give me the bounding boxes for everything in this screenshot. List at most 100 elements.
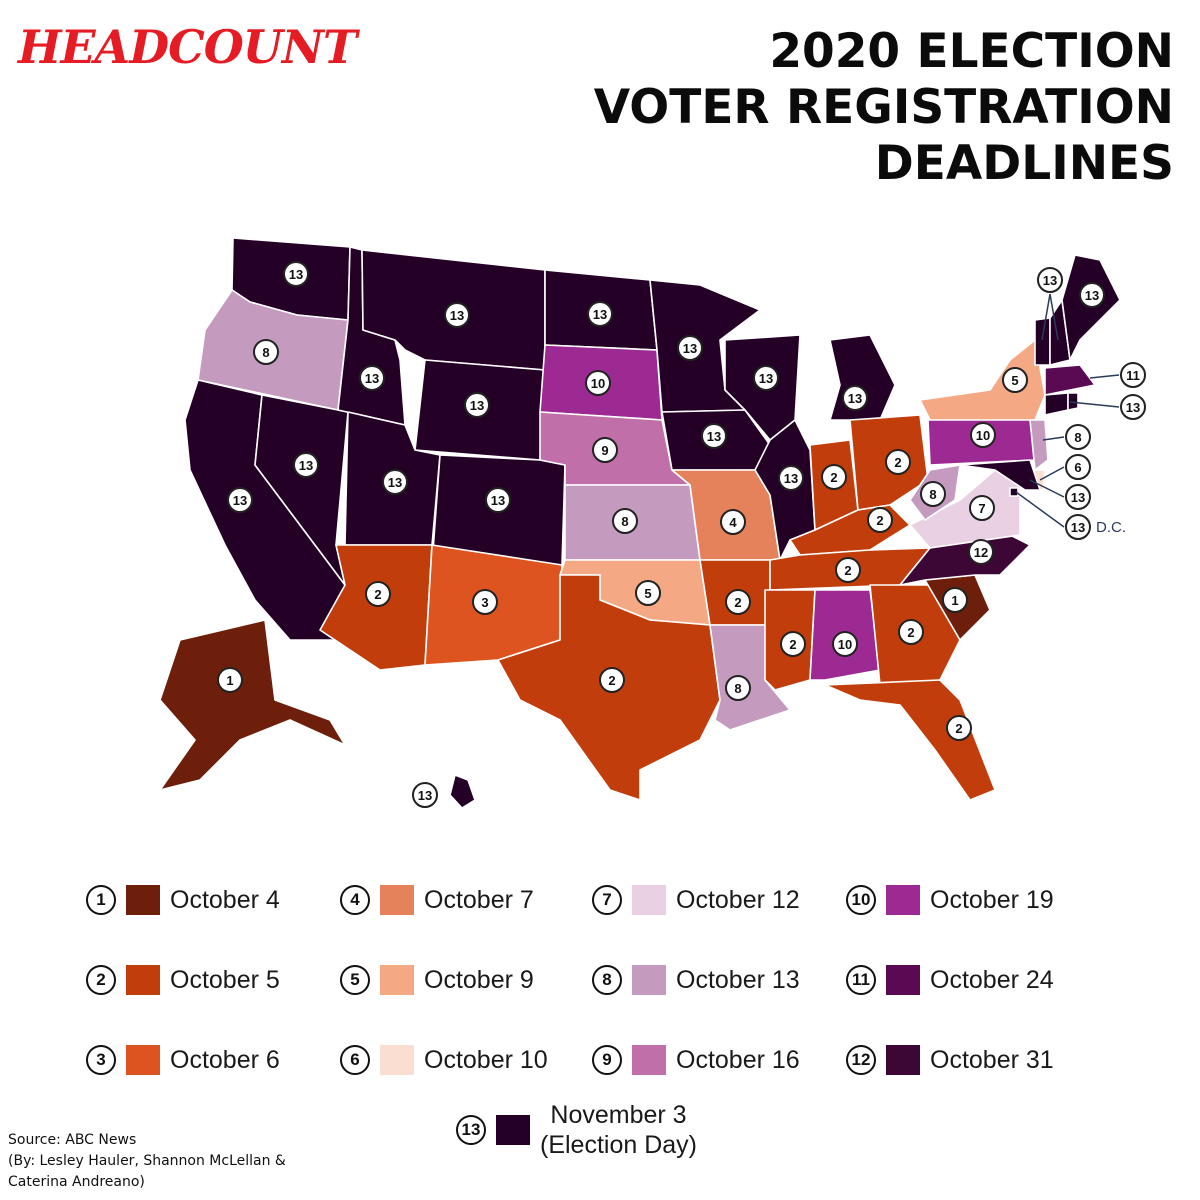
svg-text:8: 8: [1074, 430, 1081, 445]
legend-number: 11: [846, 965, 876, 995]
legend-label: October 12: [676, 885, 800, 914]
marker-az: 2: [365, 581, 391, 607]
connector-ma: [1089, 374, 1120, 379]
marker-wv: 8: [920, 481, 946, 507]
svg-text:13: 13: [233, 493, 247, 508]
svg-text:2: 2: [876, 513, 883, 528]
marker-ms: 2: [780, 631, 806, 657]
svg-text:6: 6: [1074, 460, 1081, 475]
marker-nm: 3: [472, 589, 498, 615]
state-ri: [1067, 392, 1079, 411]
legend-label: October 6: [170, 1045, 280, 1074]
svg-text:5: 5: [1011, 373, 1018, 388]
svg-text:5: 5: [644, 586, 651, 601]
svg-text:2: 2: [907, 625, 914, 640]
svg-text:13: 13: [1126, 400, 1140, 415]
marker-mi: 13: [842, 385, 868, 411]
source-credit: Source: ABC News (By: Lesley Hauler, Sha…: [8, 1130, 286, 1193]
state-ak: [159, 619, 346, 791]
legend-item-2: 2 October 5: [86, 960, 280, 1000]
legend-swatch: [886, 1045, 920, 1075]
marker-nd: 13: [587, 301, 613, 327]
marker-sc: 1: [942, 587, 968, 613]
marker-me: 13: [1079, 282, 1105, 308]
svg-text:13: 13: [707, 429, 721, 444]
state-ny: [919, 339, 1046, 421]
legend-number: 9: [592, 1045, 622, 1075]
legend-number: 1: [86, 885, 116, 915]
marker-mo: 4: [720, 509, 746, 535]
state-md: [959, 459, 1041, 491]
svg-text:4: 4: [729, 515, 737, 530]
legend-swatch: [886, 885, 920, 915]
legend-label: October 13: [676, 965, 800, 994]
dc-label: D.C.: [1096, 519, 1126, 536]
marker-wy: 13: [464, 392, 490, 418]
legend-swatch: [126, 1045, 160, 1075]
headcount-logo: HEADCOUNT: [18, 20, 357, 74]
svg-text:13: 13: [418, 788, 432, 803]
connector-nj: [1042, 436, 1065, 441]
connector-ct: [1069, 401, 1120, 408]
svg-text:8: 8: [734, 681, 741, 696]
svg-text:2: 2: [734, 595, 741, 610]
title-line-3: DEADLINES: [874, 136, 1174, 191]
state-hi: [449, 774, 476, 809]
svg-text:2: 2: [789, 637, 796, 652]
legend-label: October 24: [930, 965, 1054, 994]
legend-label: October 9: [424, 965, 534, 994]
state-vt: [1034, 317, 1051, 366]
legend-number: 12: [846, 1045, 876, 1075]
svg-text:13: 13: [289, 267, 303, 282]
svg-text:2: 2: [894, 455, 901, 470]
legend-item-13: 13 November 3 (Election Day): [456, 1100, 697, 1160]
connector-de: [1039, 466, 1065, 481]
marker-nc: 12: [968, 539, 994, 565]
svg-text:10: 10: [976, 428, 990, 443]
svg-text:13: 13: [1071, 520, 1085, 535]
svg-text:13: 13: [1071, 490, 1085, 505]
marker-ga: 2: [898, 619, 924, 645]
svg-text:2: 2: [955, 721, 962, 736]
source-line-2: (By: Lesley Hauler, Shannon McLellan &: [8, 1153, 286, 1169]
legend-number: 13: [456, 1115, 486, 1145]
legend-label: October 31: [930, 1045, 1054, 1074]
legend-label: October 4: [170, 885, 280, 914]
state-dc: [1009, 487, 1019, 497]
svg-text:8: 8: [262, 345, 269, 360]
svg-text:13: 13: [1043, 273, 1057, 288]
legend-number: 2: [86, 965, 116, 995]
page-title: 2020 ELECTION VOTER REGISTRATION DEADLIN…: [594, 24, 1174, 192]
legend-item-3: 3 October 6: [86, 1040, 280, 1080]
legend-item-9: 9 October 16: [592, 1040, 800, 1080]
svg-text:13: 13: [388, 475, 402, 490]
legend-swatch: [632, 885, 666, 915]
title-line-2: VOTER REGISTRATION: [593, 80, 1174, 135]
legend-number: 3: [86, 1045, 116, 1075]
marker-vt: 13: [1037, 267, 1063, 293]
legend-number: 8: [592, 965, 622, 995]
marker-il: 13: [778, 465, 804, 491]
svg-text:2: 2: [830, 470, 837, 485]
marker-ny: 5: [1002, 367, 1028, 393]
legend-label: October 10: [424, 1045, 548, 1074]
svg-text:1: 1: [951, 593, 958, 608]
marker-mt: 13: [444, 302, 470, 328]
legend-number: 7: [592, 885, 622, 915]
legend-label: October 5: [170, 965, 280, 994]
legend-item-1: 1 October 4: [86, 880, 280, 920]
svg-text:7: 7: [978, 501, 985, 516]
legend-number: 10: [846, 885, 876, 915]
marker-md: 13: [1065, 484, 1091, 510]
marker-pa: 10: [970, 422, 996, 448]
svg-text:13: 13: [450, 308, 464, 323]
marker-id: 13: [359, 365, 385, 391]
marker-oh: 2: [885, 449, 911, 475]
marker-ky: 2: [867, 507, 893, 533]
svg-text:13: 13: [299, 458, 313, 473]
marker-co: 13: [485, 487, 511, 513]
marker-ak: 1: [217, 667, 243, 693]
state-ma: [1044, 364, 1096, 396]
svg-text:13: 13: [848, 391, 862, 406]
